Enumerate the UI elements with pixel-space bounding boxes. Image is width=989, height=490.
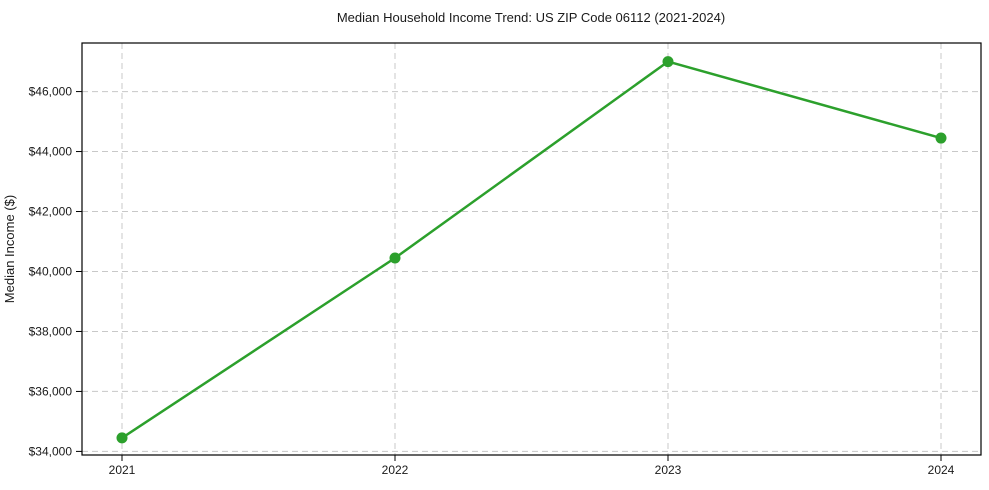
x-tick-label: 2023 — [655, 463, 682, 477]
data-point-marker — [662, 56, 674, 68]
trend-line — [121, 60, 942, 439]
plot-border — [81, 42, 982, 456]
data-point-marker — [389, 252, 401, 264]
chart-title: Median Household Income Trend: US ZIP Co… — [337, 10, 725, 25]
gridlines — [82, 43, 981, 455]
y-tick-label: $44,000 — [29, 145, 73, 159]
x-tick-label: 2022 — [382, 463, 409, 477]
trend-line-series — [116, 56, 947, 444]
x-tick-label: 2024 — [928, 463, 955, 477]
y-tick-label: $42,000 — [29, 205, 73, 219]
y-axis-label: Median Income ($) — [2, 195, 17, 303]
x-tick-label: 2021 — [109, 463, 136, 477]
data-point-marker — [116, 432, 128, 444]
axes: $34,000 $36,000 $38,000 $40,000 $42,000 $44,0… — [29, 42, 982, 477]
y-tick-label: $36,000 — [29, 384, 73, 398]
data-point-marker — [935, 132, 947, 144]
y-tick-label: $46,000 — [29, 85, 73, 99]
y-tick-label: $40,000 — [29, 264, 73, 278]
y-tick-label: $34,000 — [29, 444, 73, 458]
y-tick-label: $38,000 — [29, 324, 73, 338]
